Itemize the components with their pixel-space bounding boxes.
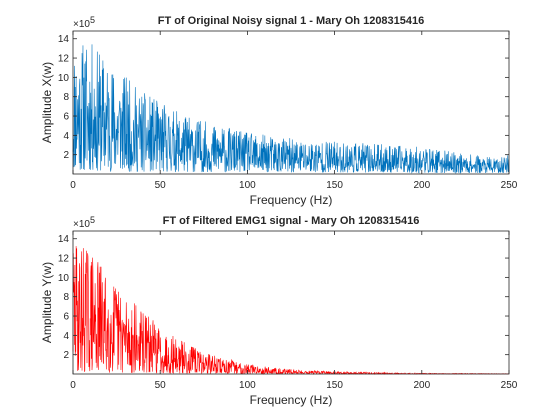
x-tick-label: 150	[326, 380, 343, 391]
x-axis-label: Frequency (Hz)	[250, 193, 333, 207]
y-tick-label: 6	[63, 312, 69, 323]
bottom-chart-panel: 0 50 100 150 200 250 2 4 6 8 10 12 14×105 FT of Filte…	[40, 215, 518, 407]
y-tick-label: 2	[63, 350, 69, 361]
top-chart-panel: 0 50 100 150 200 250 2 4 6 8 10 12 14×105 FT of Origi…	[40, 15, 518, 207]
y-tick-label: 12	[58, 54, 70, 65]
y-tick-label: 8	[63, 92, 69, 103]
x-tick-label: 100	[239, 380, 256, 391]
x-tick-label: 200	[413, 380, 430, 391]
chart-title: FT of Filtered EMG1 signal - Mary Oh 120…	[163, 215, 420, 227]
y-axis-label: Amplitude Y(w)	[40, 262, 54, 343]
y-tick-label: 2	[63, 150, 69, 161]
y-multiplier-base: ×10	[73, 19, 90, 30]
y-tick-label: 14	[58, 34, 70, 45]
y-tick-label: 10	[58, 73, 70, 84]
y-axis-label: Amplitude X(w)	[40, 62, 54, 143]
y-tick-label: 6	[63, 112, 69, 123]
y-multiplier-exponent: 5	[90, 215, 95, 225]
y-multiplier: ×105	[73, 15, 95, 30]
y-tick-label: 4	[63, 131, 69, 142]
x-tick-label: 50	[155, 380, 167, 391]
y-tick-label: 12	[58, 254, 70, 265]
x-tick-label: 150	[326, 180, 343, 191]
x-tick-label: 0	[70, 380, 76, 391]
axes-box	[72, 230, 510, 375]
y-multiplier: ×105	[73, 215, 95, 230]
x-tick-label: 200	[413, 180, 430, 191]
x-tick-label: 50	[155, 180, 167, 191]
y-tick-label: 10	[58, 273, 70, 284]
x-tick-label: 250	[501, 180, 518, 191]
x-tick-label: 0	[70, 180, 76, 191]
y-tick-label: 8	[63, 292, 69, 303]
chart-title: FT of Original Noisy signal 1 - Mary Oh …	[158, 15, 425, 27]
y-tick-label: 4	[63, 331, 69, 342]
y-multiplier-base: ×10	[73, 219, 90, 230]
spectrum-trace	[72, 44, 510, 174]
x-tick-label: 250	[501, 380, 518, 391]
x-axis-label: Frequency (Hz)	[250, 393, 333, 407]
axes-box	[72, 30, 510, 175]
y-tick-label: 14	[58, 234, 70, 245]
x-tick-label: 100	[239, 180, 256, 191]
y-multiplier-exponent: 5	[90, 15, 95, 25]
